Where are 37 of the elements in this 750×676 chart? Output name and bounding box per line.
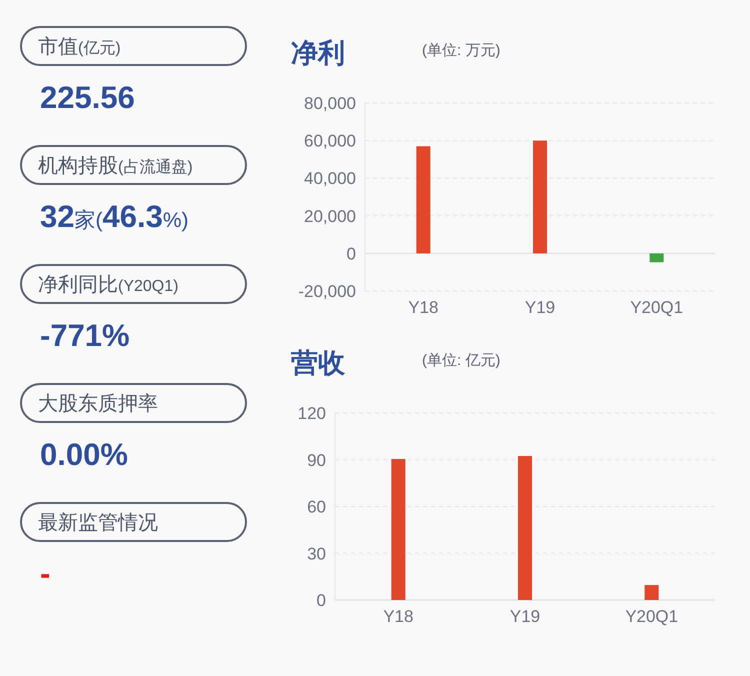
x-tick-label: Y19 bbox=[510, 607, 540, 626]
y-tick-label: 90 bbox=[307, 450, 326, 470]
bar bbox=[391, 458, 406, 600]
y-tick-label: 20,000 bbox=[304, 206, 356, 226]
text: 32家(46.3%) bbox=[40, 199, 188, 234]
chart-title: 净利 bbox=[291, 38, 345, 68]
y-tick-label: 40,000 bbox=[304, 169, 356, 188]
y-tick-label: 60 bbox=[307, 498, 326, 516]
text: 市值(亿元) bbox=[38, 36, 121, 58]
y-tick-label: -20,000 bbox=[298, 282, 356, 301]
text: - bbox=[40, 556, 50, 591]
bar bbox=[533, 140, 547, 254]
x-tick-label: Y20Q1 bbox=[630, 298, 684, 317]
chart-subtitle: (单位: 万元) bbox=[422, 42, 500, 59]
x-tick-label: Y19 bbox=[524, 298, 556, 317]
bar bbox=[518, 456, 532, 600]
text: -771% bbox=[40, 318, 130, 353]
y-tick-label: 120 bbox=[298, 404, 326, 423]
bar bbox=[650, 253, 664, 262]
text: 净利同比(Y20Q1) bbox=[38, 274, 178, 296]
text: 最新监管情况 bbox=[38, 512, 158, 534]
text: 大股东质押率 bbox=[38, 393, 158, 415]
x-tick-label: Y18 bbox=[383, 607, 414, 626]
y-tick-label: 80,000 bbox=[304, 94, 356, 113]
y-tick-label: 0 bbox=[346, 244, 356, 264]
text: 225.56 bbox=[40, 80, 135, 115]
text: 机构持股(占流通盘) bbox=[38, 155, 193, 177]
chart-subtitle: (单位: 亿元) bbox=[422, 352, 500, 369]
y-tick-label: 0 bbox=[316, 591, 326, 610]
x-tick-label: Y20Q1 bbox=[625, 607, 678, 626]
bar bbox=[416, 146, 430, 254]
chart-title: 营收 bbox=[290, 348, 346, 378]
x-tick-label: Y18 bbox=[408, 298, 438, 317]
text: 0.00% bbox=[40, 437, 128, 472]
y-tick-label: 30 bbox=[307, 544, 326, 564]
bar bbox=[644, 585, 659, 600]
y-tick-label: 60,000 bbox=[304, 132, 356, 151]
